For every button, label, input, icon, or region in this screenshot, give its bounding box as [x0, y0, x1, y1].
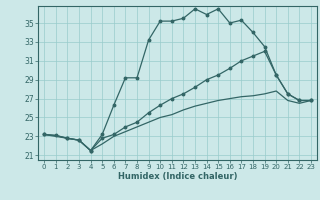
- X-axis label: Humidex (Indice chaleur): Humidex (Indice chaleur): [118, 172, 237, 181]
